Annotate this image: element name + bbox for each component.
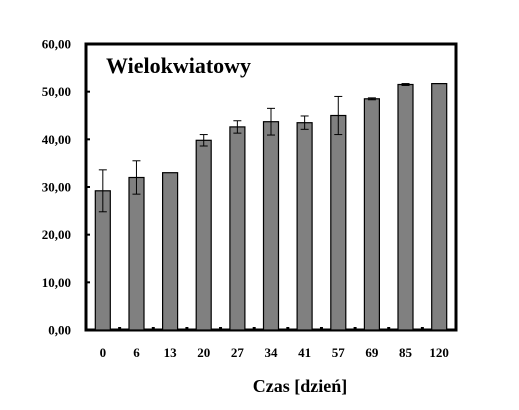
x-tick-label-85: 85 [399, 345, 413, 360]
y-tick-label: 10,00 [42, 275, 71, 290]
y-tick-label: 20,00 [42, 227, 71, 242]
bar-27 [229, 126, 246, 331]
bars-group [94, 82, 448, 331]
x-axis: 0 6 13 20 27 34 41 57 69 85 120 [100, 345, 449, 360]
bar-6 [128, 176, 145, 331]
y-tick-label: 40,00 [42, 132, 71, 147]
x-tick-label-6: 6 [133, 345, 140, 360]
x-tick-label-57: 57 [332, 345, 346, 360]
y-tick-label: 0,00 [48, 323, 71, 338]
x-tick-label-0: 0 [100, 345, 107, 360]
chart-title: Wielokwiatowy [106, 53, 251, 78]
error-bars-group [98, 83, 410, 213]
bar-13 [162, 172, 179, 331]
x-tick-label-20: 20 [197, 345, 210, 360]
bar-20 [195, 139, 212, 331]
bar-34 [262, 121, 280, 331]
bar-57 [330, 114, 347, 331]
x-tick-label-41: 41 [298, 345, 311, 360]
x-tick-label-69: 69 [365, 345, 379, 360]
x-tick-label-13: 13 [164, 345, 178, 360]
bar-120 [431, 82, 448, 331]
bar-85 [397, 83, 414, 331]
bar-69 [363, 98, 380, 331]
y-tick-label: 30,00 [42, 180, 71, 195]
x-tick-label-34: 34 [265, 345, 279, 360]
x-axis-label: Czas [dzień] [253, 376, 347, 396]
x-tick-label-120: 120 [429, 345, 449, 360]
y-tick-label: 50,00 [42, 84, 71, 99]
x-tick-label-27: 27 [231, 345, 245, 360]
bar-41 [296, 122, 313, 331]
y-tick-label: 60,00 [42, 37, 71, 52]
x-tick-marks [118, 327, 424, 330]
y-axis: 0,00 10,00 20,00 30,00 40,00 50,00 60,00 [42, 37, 90, 338]
